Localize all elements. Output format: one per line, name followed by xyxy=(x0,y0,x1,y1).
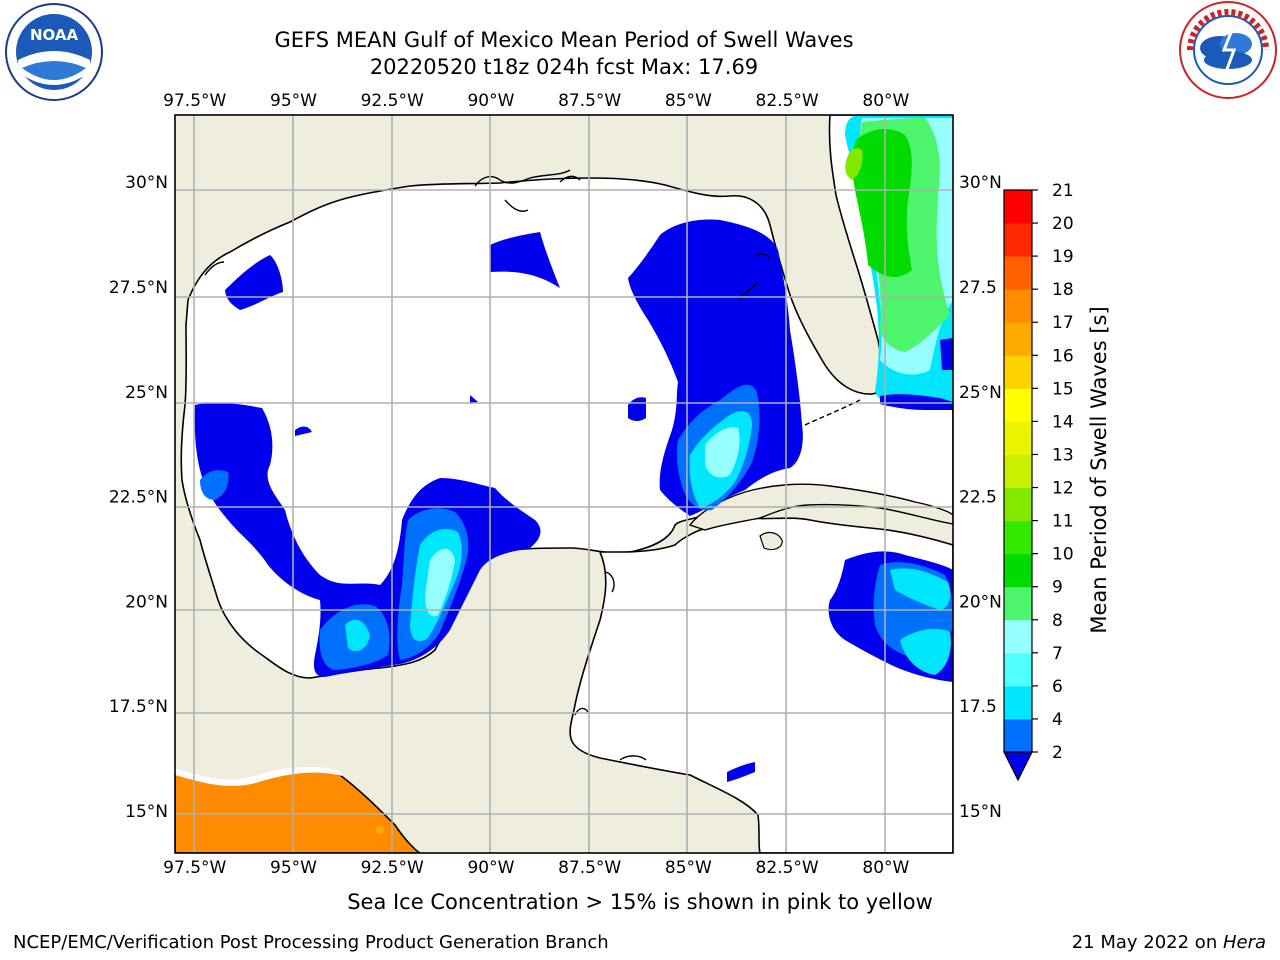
lat-ticks-left: 30°N 27.5°N 25°N 22.5°N 20°N 17.5°N 15°N xyxy=(109,173,168,822)
colorbar-tick-label: 8 xyxy=(1052,611,1063,631)
lon-ticks-bottom: 97.5°W 95°W 92.5°W 90°W 87.5°W 85°W 82.5°W 80°W xyxy=(163,858,909,878)
lon-tick-label: 97.5°W xyxy=(163,91,226,111)
lon-tick-label: 85°W xyxy=(665,858,712,878)
lat-ticks-right: 30°N 27.5 25°N 22.5 20°N 17.5 15°N xyxy=(959,173,1002,822)
jamaica-island xyxy=(759,531,783,551)
colorbar-segment xyxy=(1004,685,1032,720)
florida-keys xyxy=(804,399,861,426)
swell-shading xyxy=(194,115,953,782)
lat-tick-label: 22.5 xyxy=(959,488,997,508)
lon-tick-label: 90°W xyxy=(467,858,514,878)
colorbar-segment xyxy=(1004,289,1032,323)
lat-tick-label: 30°N xyxy=(125,173,168,193)
colorbar-label: Mean Period of Swell Waves [s] xyxy=(1087,306,1111,633)
colorbar-segment xyxy=(1004,190,1032,224)
colorbar: 2 4 6 7 8 9 10 11 12 13 14 15 16 17 18 19 20 21 xyxy=(1003,181,1074,782)
noaa-logo: NOAA xyxy=(4,2,104,106)
lat-tick-label: 17.5°N xyxy=(109,697,168,717)
colorbar-tick-label: 16 xyxy=(1052,346,1074,366)
lon-tick-label: 87.5°W xyxy=(558,858,621,878)
lat-tick-label: 20°N xyxy=(959,592,1002,612)
lon-ticks-top: 97.5°W 95°W 92.5°W 90°W 87.5°W 85°W 82.5°W 80°W xyxy=(163,91,909,111)
colorbar-tick-label: 4 xyxy=(1052,710,1063,730)
colorbar-segment xyxy=(1004,652,1032,687)
lat-tick-label: 25°N xyxy=(125,383,168,403)
colorbar-tick-label: 9 xyxy=(1052,578,1063,598)
lon-tick-label: 85°W xyxy=(665,91,712,111)
colorbar-segment xyxy=(1004,718,1032,753)
map-frame xyxy=(174,114,954,854)
colorbar-tick-label: 2 xyxy=(1052,743,1063,763)
lat-tick-label: 17.5 xyxy=(959,697,997,717)
lat-tick-label: 27.5°N xyxy=(109,278,168,298)
colorbar-segment xyxy=(1004,421,1032,455)
colorbar-segment xyxy=(1004,487,1032,522)
lon-tick-label: 97.5°W xyxy=(163,858,226,878)
colorbar-tick-label: 13 xyxy=(1052,445,1074,465)
grid-lines xyxy=(175,115,953,853)
colorbar-tick-label: 6 xyxy=(1052,677,1063,697)
colorbar-tick-label: 15 xyxy=(1052,379,1074,399)
colorbar-tick-label: 20 xyxy=(1052,214,1074,234)
lon-tick-label: 82.5°W xyxy=(756,858,819,878)
colorbar-segment xyxy=(1004,256,1032,290)
colorbar-segment xyxy=(1004,454,1032,489)
lon-tick-label: 95°W xyxy=(270,858,317,878)
lon-tick-label: 82.5°W xyxy=(756,91,819,111)
footer-date-text: 21 May 2022 on xyxy=(1071,932,1223,953)
colorbar-tick-label: 14 xyxy=(1052,412,1074,432)
colorbar-tick-label: 12 xyxy=(1052,479,1074,499)
lat-tick-label: 15°N xyxy=(125,802,168,822)
colorbar-segment xyxy=(1004,388,1032,422)
colorbar-segment xyxy=(1004,553,1032,588)
colorbar-tick-label: 10 xyxy=(1052,545,1074,565)
colorbar-tick-label: 21 xyxy=(1052,181,1074,201)
swell-max-spot xyxy=(376,826,384,834)
lon-tick-label: 87.5°W xyxy=(558,91,621,111)
colorbar-extend-triangle xyxy=(1003,751,1033,782)
colorbar-tick-label: 18 xyxy=(1052,280,1074,300)
coastline-detail xyxy=(204,169,771,761)
colorbar-tick-label: 7 xyxy=(1052,644,1063,664)
noaa-logo-text: NOAA xyxy=(30,26,79,44)
sea-ice-note: Sea Ice Concentration > 15% is shown in … xyxy=(347,890,933,914)
lon-tick-label: 92.5°W xyxy=(361,91,424,111)
footer-date: 21 May 2022 on Hera xyxy=(1072,932,1266,953)
map-subtitle: 20220520 t18z 024h fcst Max: 17.69 xyxy=(369,55,759,79)
colorbar-tick-label: 19 xyxy=(1052,247,1074,267)
lon-tick-label: 90°W xyxy=(467,91,514,111)
footer-machine: Hera xyxy=(1222,932,1266,953)
lat-tick-label: 22.5°N xyxy=(109,488,168,508)
map-title: GEFS MEAN Gulf of Mexico Mean Period of … xyxy=(274,28,854,52)
lat-tick-label: 15°N xyxy=(959,802,1002,822)
lon-tick-label: 92.5°W xyxy=(361,858,424,878)
lat-tick-label: 30°N xyxy=(959,173,1002,193)
lon-tick-label: 95°W xyxy=(270,91,317,111)
colorbar-segment xyxy=(1004,322,1032,356)
lon-tick-label: 80°W xyxy=(862,91,909,111)
pacific-coast-band xyxy=(175,766,342,786)
colorbar-segment xyxy=(1004,223,1032,257)
nws-logo xyxy=(1178,0,1278,104)
colorbar-segment xyxy=(1004,355,1032,389)
colorbar-frame xyxy=(1003,189,1033,753)
colorbar-segment xyxy=(1004,586,1032,621)
colorbar-segment xyxy=(1004,520,1032,555)
colorbar-segment xyxy=(1004,619,1032,654)
lat-tick-label: 20°N xyxy=(125,592,168,612)
footer-credit: NCEP/EMC/Verification Post Processing Pr… xyxy=(13,932,609,953)
lat-tick-label: 27.5 xyxy=(959,278,997,298)
colorbar-tick-label: 11 xyxy=(1052,512,1074,532)
lat-tick-label: 25°N xyxy=(959,383,1002,403)
lon-tick-label: 80°W xyxy=(862,858,909,878)
colorbar-tick-label: 17 xyxy=(1052,313,1074,333)
